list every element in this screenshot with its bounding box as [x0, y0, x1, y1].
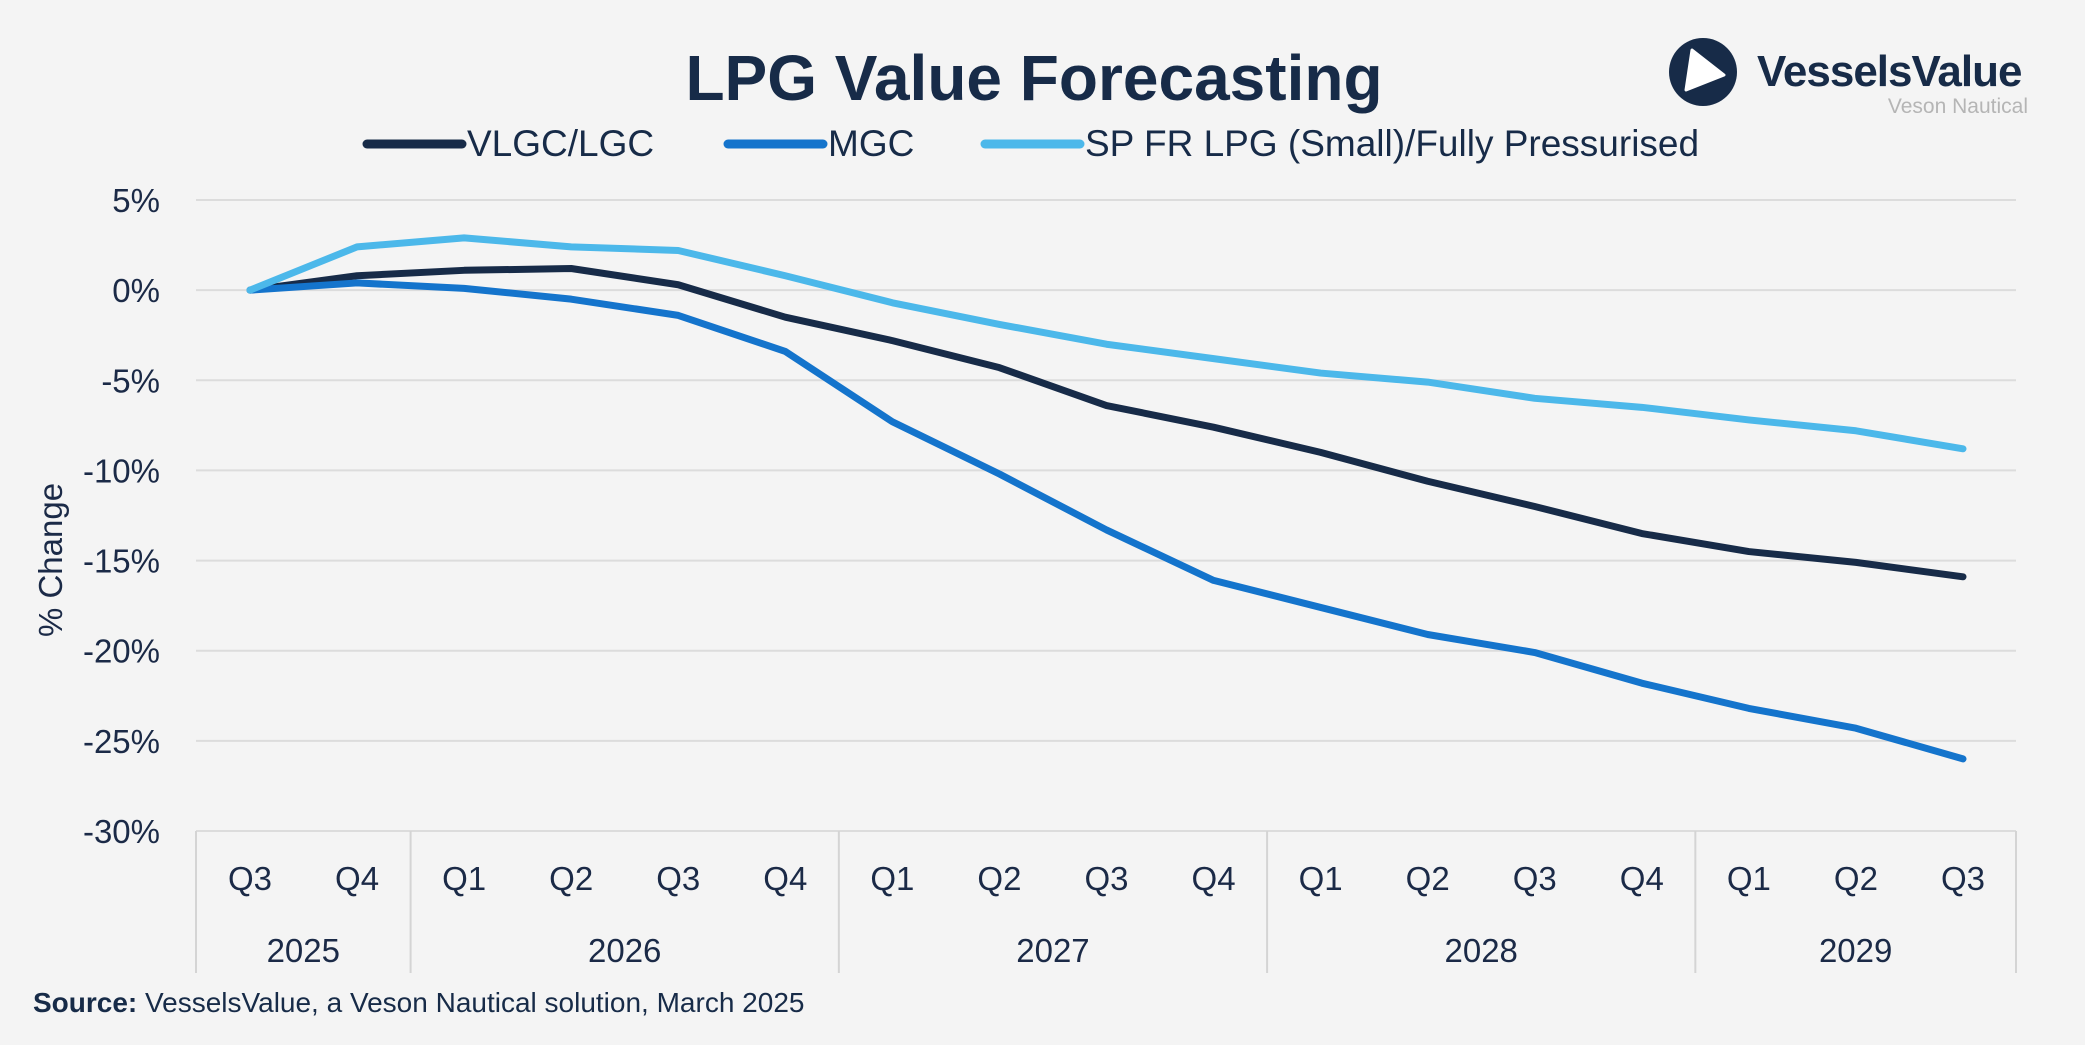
- x-tick-label: Q4: [1620, 860, 1664, 897]
- year-label: 2028: [1445, 932, 1518, 969]
- year-label: 2026: [588, 932, 661, 969]
- x-tick-label: Q2: [1834, 860, 1878, 897]
- y-tick-label: -30%: [83, 813, 160, 850]
- source-note: Source: VesselsValue, a Veson Nautical s…: [33, 987, 804, 1018]
- series-lines: [246, 234, 1967, 763]
- x-tick-label: Q3: [1941, 860, 1985, 897]
- source-label: Source:: [33, 987, 137, 1018]
- y-tick-label: -20%: [83, 633, 160, 670]
- y-tick-label: -10%: [83, 452, 160, 489]
- year-label: 2029: [1819, 932, 1892, 969]
- x-tick-label: Q1: [442, 860, 486, 897]
- x-tick-label: Q1: [1299, 860, 1343, 897]
- x-tick-label: Q3: [656, 860, 700, 897]
- series-line-sp-fr-lpg-small-fully-pressurised: [246, 234, 1967, 453]
- legend: VLGC/LGC MGC SP FR LPG (Small)/Fully Press…: [362, 123, 1699, 164]
- y-tick-label: -25%: [83, 723, 160, 760]
- x-tick-label: Q4: [335, 860, 379, 897]
- x-axis: Q3 Q4 Q1 Q2 Q3 Q4 Q1 Q2 Q3 Q4 Q1 Q2 Q3 Q4 Q1 Q2 Q3 2025 20…: [195, 831, 2017, 973]
- year-label: 2027: [1016, 932, 1089, 969]
- series-line-vlgc-lgc: [246, 265, 1967, 581]
- y-axis-label: % Change: [32, 483, 69, 637]
- brand-sub: Veson Nautical: [1888, 95, 2028, 118]
- x-tick-label: Q3: [228, 860, 272, 897]
- x-tick-label: Q1: [1727, 860, 1771, 897]
- x-tick-label: Q2: [549, 860, 593, 897]
- y-axis: 5% 0% -5% -10% -15% -20% -25% -30%: [83, 182, 160, 850]
- grid: [196, 199, 2016, 832]
- source-text: VesselsValue, a Veson Nautical solution,…: [137, 987, 804, 1018]
- y-tick-label: 0%: [112, 272, 160, 309]
- year-label: 2025: [267, 932, 340, 969]
- x-tick-label: Q2: [1406, 860, 1450, 897]
- brand-name: VesselsValue: [1757, 47, 2021, 96]
- x-tick-label: Q3: [1513, 860, 1557, 897]
- x-tick-label: Q3: [1084, 860, 1128, 897]
- legend-label: SP FR LPG (Small)/Fully Pressurised: [1085, 123, 1699, 164]
- legend-label: MGC: [828, 123, 914, 164]
- legend-label: VLGC/LGC: [467, 123, 654, 164]
- series-line-mgc: [246, 279, 1967, 763]
- chart-title: LPG Value Forecasting: [685, 42, 1382, 114]
- x-tick-label: Q1: [870, 860, 914, 897]
- x-tick-label: Q2: [977, 860, 1021, 897]
- y-tick-label: 5%: [112, 182, 160, 219]
- x-tick-label: Q4: [1192, 860, 1236, 897]
- brand-logo: VesselsValue Veson Nautical: [1669, 38, 2028, 118]
- x-tick-label: Q4: [763, 860, 807, 897]
- y-tick-label: -5%: [101, 362, 160, 399]
- y-tick-label: -15%: [83, 543, 160, 580]
